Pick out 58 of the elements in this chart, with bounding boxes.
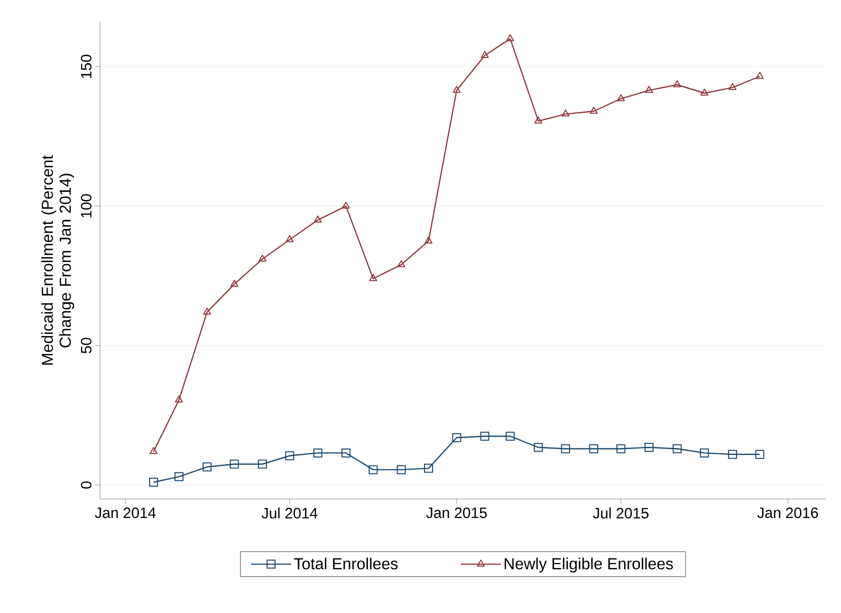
point bbox=[369, 274, 378, 282]
point bbox=[644, 442, 654, 452]
point bbox=[203, 308, 212, 315]
x-tick-label: Jul 2015 bbox=[592, 508, 649, 518]
point bbox=[424, 236, 432, 244]
point bbox=[506, 432, 515, 441]
x-tick-label: Jan 2015 bbox=[426, 508, 487, 518]
point bbox=[341, 448, 350, 458]
point bbox=[452, 86, 461, 93]
point bbox=[616, 444, 626, 454]
point bbox=[590, 106, 598, 114]
point bbox=[534, 116, 542, 124]
y-tick-label: 100 bbox=[80, 194, 92, 218]
point bbox=[397, 260, 406, 268]
point bbox=[506, 34, 514, 42]
y-tick-label: 150 bbox=[80, 54, 92, 78]
point bbox=[728, 83, 736, 90]
y-tick-label: 50 bbox=[80, 338, 92, 354]
legend-label: Newly Eligible Enrollees bbox=[504, 558, 673, 573]
point bbox=[562, 110, 570, 117]
point bbox=[673, 80, 682, 88]
point bbox=[480, 432, 490, 441]
y-axis-title: Medicaid Enrollment (Percent Change From Jan 2014) bbox=[41, 155, 74, 365]
point bbox=[589, 444, 598, 454]
point bbox=[258, 460, 267, 469]
point bbox=[368, 465, 378, 474]
point bbox=[258, 254, 266, 262]
point bbox=[480, 50, 489, 58]
x-tick-label: Jan 2016 bbox=[757, 508, 818, 518]
point bbox=[149, 478, 158, 487]
point bbox=[342, 202, 350, 209]
y-tick-label: 0 bbox=[80, 481, 92, 489]
point bbox=[534, 442, 543, 452]
point bbox=[700, 448, 709, 458]
point bbox=[314, 216, 322, 223]
point bbox=[700, 88, 708, 96]
point bbox=[561, 444, 570, 454]
point bbox=[230, 280, 238, 287]
point bbox=[452, 433, 462, 442]
point bbox=[174, 472, 184, 482]
point bbox=[174, 395, 183, 402]
point bbox=[286, 235, 294, 242]
point bbox=[756, 72, 764, 79]
point bbox=[202, 462, 212, 472]
point bbox=[728, 450, 738, 459]
legend-label: Total Enrollees bbox=[294, 558, 398, 570]
point bbox=[645, 86, 654, 93]
point bbox=[313, 448, 322, 458]
x-tick-label: Jul 2014 bbox=[262, 508, 318, 518]
point bbox=[150, 447, 158, 454]
point bbox=[285, 451, 294, 460]
x-tick-label: Jan 2014 bbox=[94, 508, 156, 518]
point bbox=[616, 94, 625, 102]
point bbox=[396, 465, 406, 474]
point bbox=[672, 444, 682, 454]
point bbox=[424, 464, 434, 473]
point bbox=[230, 460, 239, 469]
point bbox=[755, 450, 764, 459]
